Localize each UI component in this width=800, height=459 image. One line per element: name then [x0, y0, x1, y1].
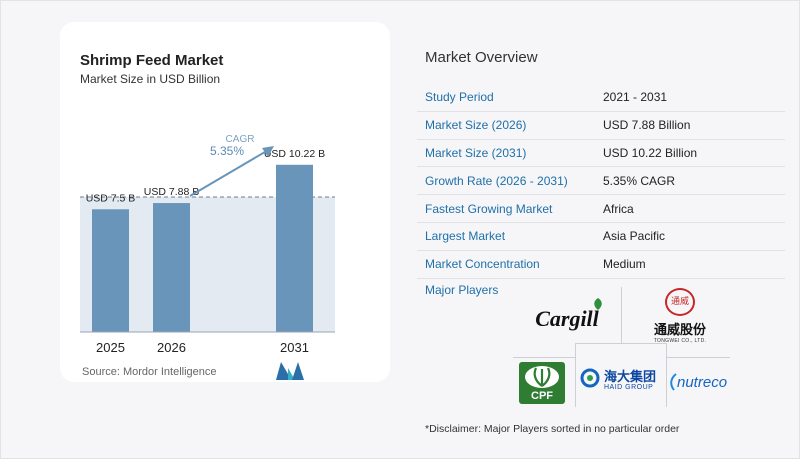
overview-value: Asia Pacific [595, 222, 785, 251]
tongwei-seal-text: 通威 [670, 297, 689, 307]
x-tick-2026: 2026 [157, 340, 186, 355]
overview-row: Market Concentration Medium [417, 250, 785, 279]
tongwei-name: 通威股份 [653, 323, 706, 338]
grid-divider [621, 287, 622, 343]
cargill-logo: Cargill [522, 298, 612, 332]
nutreco-text: nutreco [677, 374, 728, 391]
tongwei-english: TONGWEI CO., LTD. [653, 338, 707, 344]
overview-label: Study Period [417, 84, 595, 112]
grid-divider [666, 343, 667, 407]
haid-name: 海大集团 [604, 370, 657, 385]
data-label-2031: USD 10.22 B [264, 148, 325, 160]
x-tick-2031: 2031 [280, 340, 309, 355]
overview-value: Medium [595, 250, 785, 279]
overview-title: Market Overview [425, 49, 538, 66]
cagr-annotation: CAGR 5.35% [189, 134, 274, 197]
bar-2025 [92, 209, 129, 332]
overview-row: Market Size (2031) USD 10.22 Billion [417, 139, 785, 168]
x-tick-2025: 2025 [96, 340, 125, 355]
grid-divider [575, 343, 667, 344]
tongwei-seal-icon: 通威 [665, 288, 695, 316]
grid-divider [575, 343, 576, 407]
overview-label: Market Size (2026) [417, 111, 595, 140]
grid-divider [666, 357, 730, 358]
overview-row: Study Period 2021 - 2031 [417, 84, 785, 112]
bar-2031 [276, 164, 313, 332]
haid-english: HAID GROUP [604, 384, 654, 391]
cargill-leaf-icon [594, 298, 602, 310]
cargill-logo-text: Cargill [535, 306, 599, 331]
overview-value: 5.35% CAGR [595, 166, 785, 196]
chart-title: Shrimp Feed Market [80, 52, 224, 69]
overview-value: 2021 - 2031 [595, 84, 785, 112]
bar-chart: USD 7.5 B 2025 USD 7.88 B 2026 USD 10.22 B 20… [80, 134, 335, 355]
overview-value: USD 10.22 Billion [595, 139, 785, 168]
cagr-arrowhead [262, 146, 274, 157]
mordor-logo-icon [276, 362, 304, 380]
cagr-arrow [189, 148, 271, 197]
chart-subtitle: Market Size in USD Billion [80, 72, 221, 86]
overview-row: Growth Rate (2026 - 2031) 5.35% CAGR [417, 166, 785, 196]
disclaimer: *Disclaimer: Major Players sorted in no … [425, 423, 680, 435]
cagr-value: 5.35% [210, 144, 244, 158]
grid-divider [513, 357, 575, 358]
haid-logo: 海大集团 HAID GROUP [580, 362, 664, 402]
overview-label: Growth Rate (2026 - 2031) [417, 166, 595, 196]
overview-label: Market Size (2031) [417, 139, 595, 168]
overview-label: Market Concentration [417, 250, 595, 279]
overview-row: Fastest Growing Market Africa [417, 194, 785, 223]
cagr-label: CAGR [226, 134, 255, 145]
data-label-2026: USD 7.88 B [144, 186, 199, 198]
overview-value: USD 7.88 Billion [595, 111, 785, 140]
tongwei-logo: 通威 通威股份 TONGWEI CO., LTD. [640, 288, 720, 344]
cpf-leaf-icon [525, 366, 559, 388]
nutreco-swoosh-icon [670, 373, 677, 391]
data-label-2025: USD 7.5 B [86, 192, 136, 204]
source-note: Source: Mordor Intelligence [82, 366, 217, 378]
overview-value: Africa [595, 194, 785, 223]
overview-label: Fastest Growing Market [417, 194, 595, 223]
overview-table: Study Period 2021 - 2031 Market Size (202… [417, 84, 785, 279]
cpf-text: CPF [531, 390, 553, 402]
cpf-logo: CPF [519, 362, 565, 404]
bar-2026 [153, 203, 190, 332]
overview-label: Largest Market [417, 222, 595, 251]
overview-row: Largest Market Asia Pacific [417, 222, 785, 251]
major-players-title: Major Players [425, 283, 499, 297]
haid-mark-icon [580, 368, 600, 388]
overview-row: Market Size (2026) USD 7.88 Billion [417, 111, 785, 140]
